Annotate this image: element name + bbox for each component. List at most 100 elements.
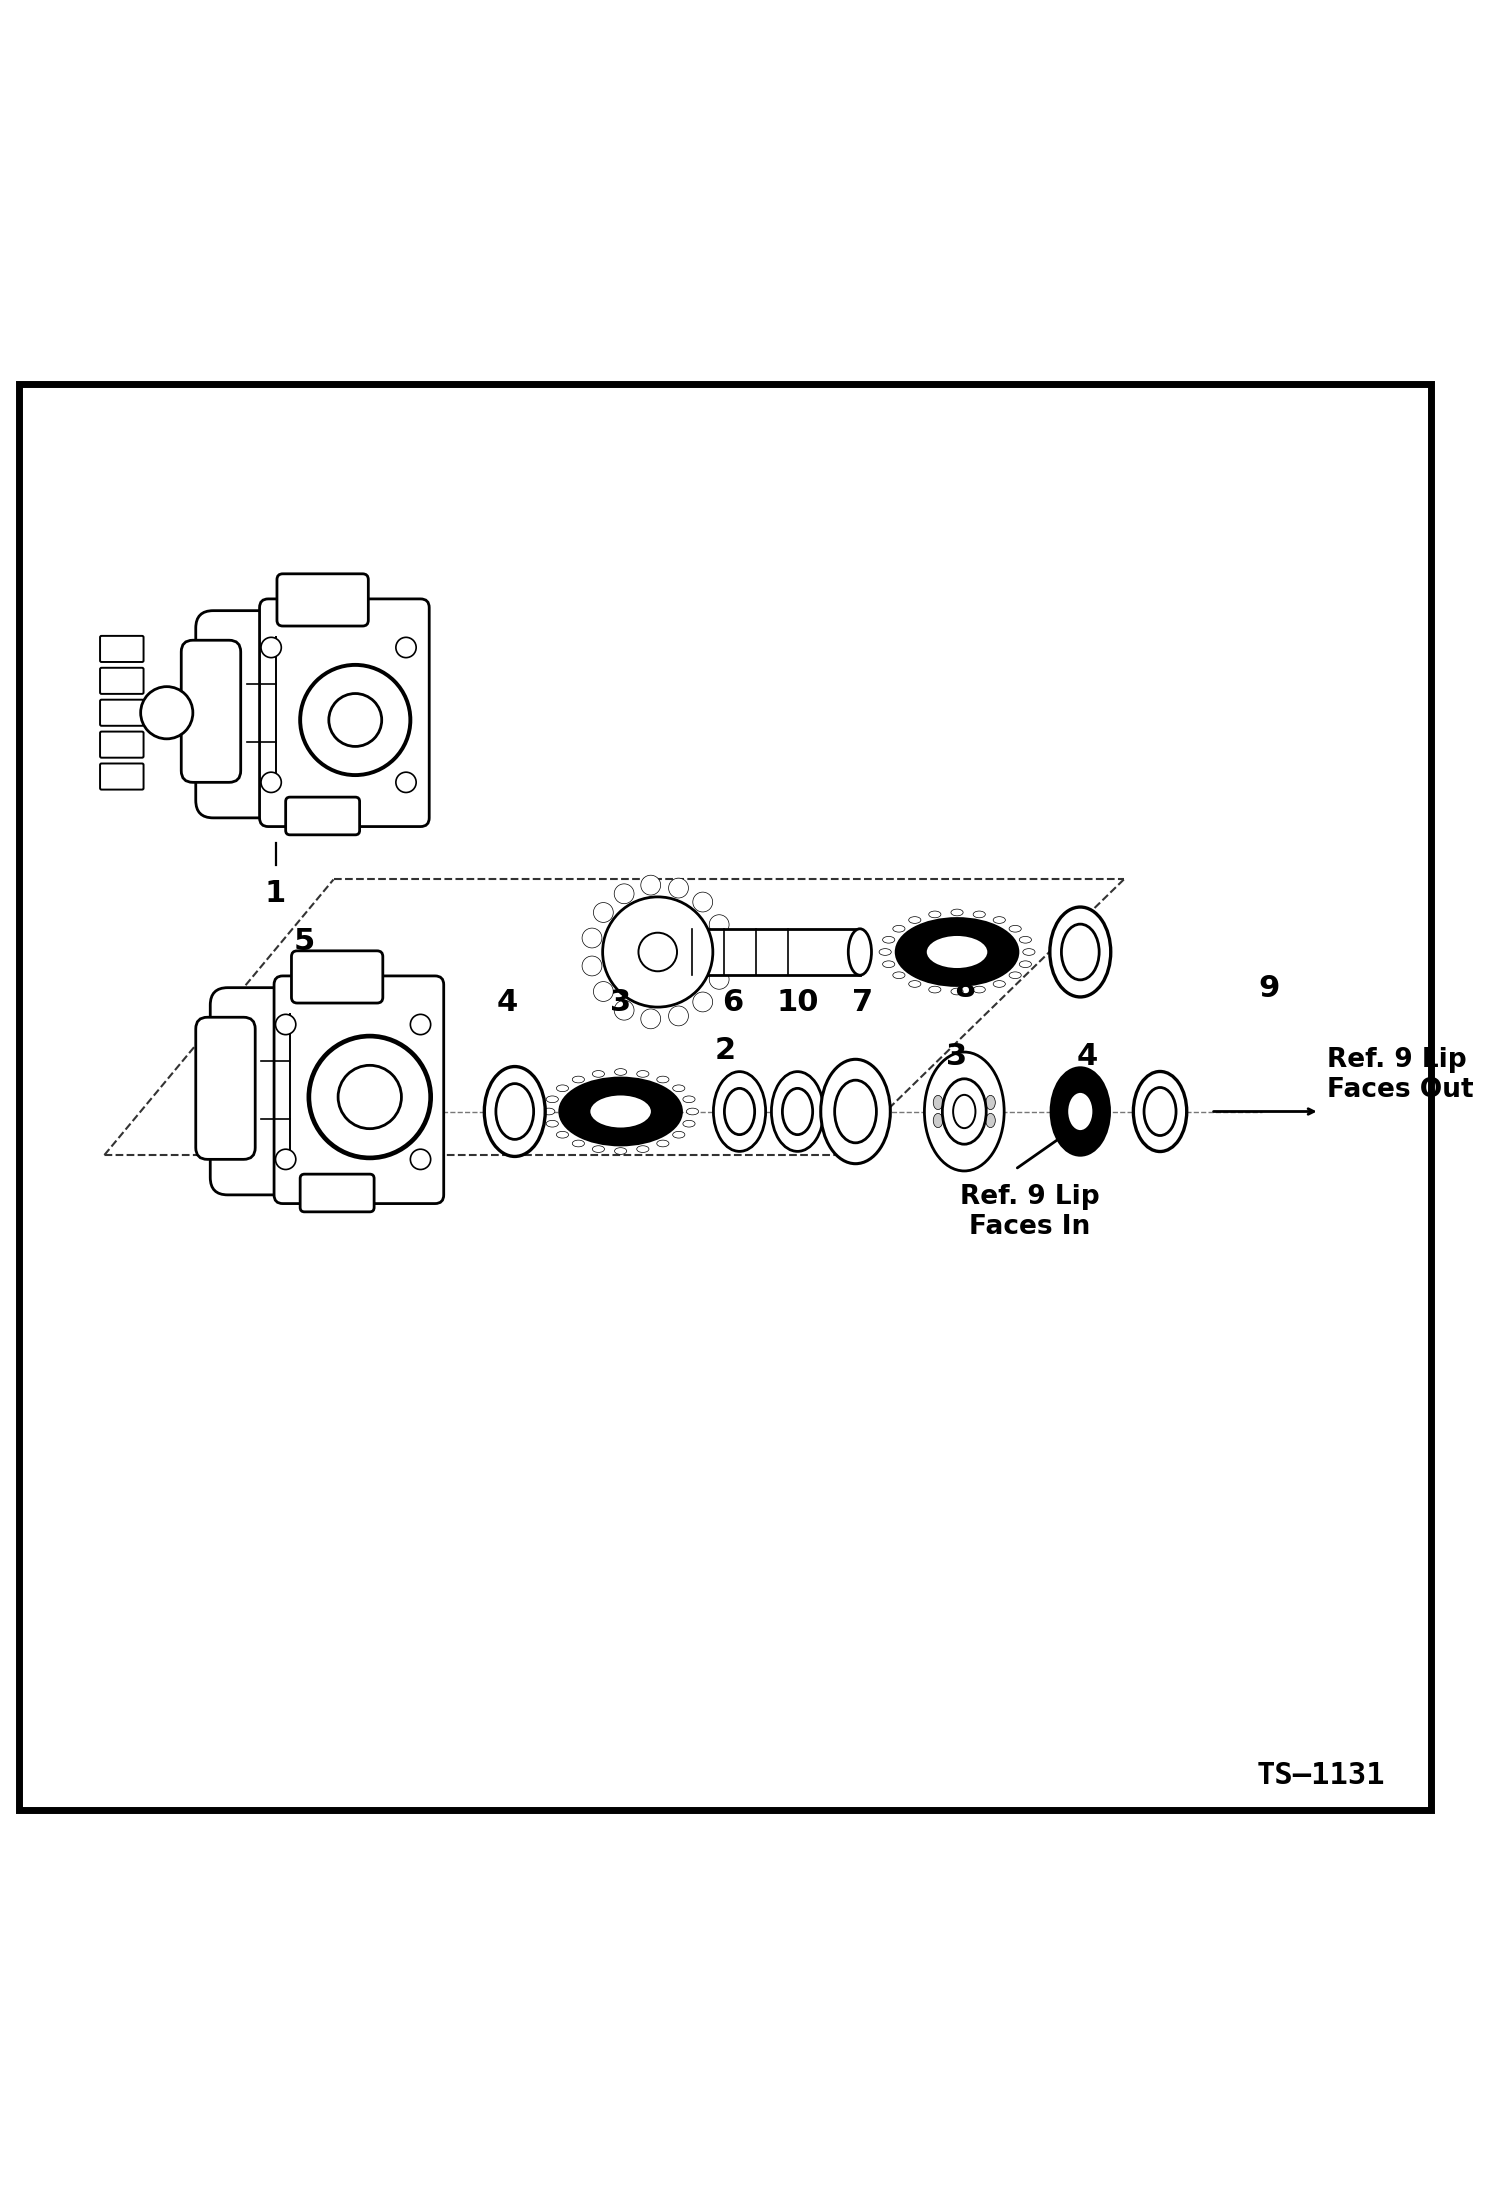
Circle shape: [709, 970, 730, 989]
Ellipse shape: [893, 972, 905, 979]
Ellipse shape: [882, 961, 894, 968]
Ellipse shape: [929, 987, 941, 994]
Ellipse shape: [547, 1097, 559, 1104]
Ellipse shape: [673, 1084, 685, 1093]
Circle shape: [410, 1014, 430, 1036]
Circle shape: [395, 772, 416, 792]
Ellipse shape: [909, 917, 921, 924]
Circle shape: [593, 981, 613, 1000]
Ellipse shape: [782, 1088, 813, 1134]
FancyBboxPatch shape: [259, 599, 430, 827]
FancyBboxPatch shape: [277, 575, 369, 625]
Ellipse shape: [496, 1084, 533, 1139]
Ellipse shape: [542, 1108, 554, 1115]
Ellipse shape: [960, 1086, 969, 1101]
Ellipse shape: [974, 987, 986, 994]
Ellipse shape: [683, 1097, 695, 1104]
Ellipse shape: [1010, 972, 1022, 979]
Circle shape: [668, 1007, 689, 1027]
Ellipse shape: [960, 1123, 969, 1136]
Text: 5: 5: [294, 928, 315, 957]
Ellipse shape: [929, 911, 941, 917]
Ellipse shape: [821, 1060, 890, 1163]
Text: 10: 10: [776, 987, 819, 1018]
Circle shape: [300, 665, 410, 774]
Circle shape: [641, 1009, 661, 1029]
FancyBboxPatch shape: [196, 610, 303, 818]
Text: 4: 4: [497, 987, 518, 1018]
Circle shape: [668, 878, 689, 897]
Ellipse shape: [484, 1066, 545, 1156]
Ellipse shape: [592, 1145, 605, 1152]
Ellipse shape: [637, 1071, 649, 1077]
Circle shape: [641, 875, 661, 895]
Ellipse shape: [993, 981, 1005, 987]
Circle shape: [395, 636, 416, 658]
Circle shape: [715, 941, 736, 961]
Ellipse shape: [725, 1088, 755, 1134]
Circle shape: [692, 893, 713, 913]
Text: Ref. 9 Lip
Faces In: Ref. 9 Lip Faces In: [960, 1185, 1100, 1240]
Ellipse shape: [614, 1147, 626, 1154]
Circle shape: [583, 928, 602, 948]
Bar: [676, 928, 860, 974]
Text: TS–1131: TS–1131: [1257, 1762, 1384, 1790]
Circle shape: [261, 636, 282, 658]
Ellipse shape: [993, 917, 1005, 924]
Ellipse shape: [686, 1108, 698, 1115]
Text: 4: 4: [1077, 1042, 1098, 1071]
Ellipse shape: [986, 1112, 995, 1128]
Circle shape: [692, 992, 713, 1011]
Text: 9: 9: [1258, 974, 1279, 1003]
FancyBboxPatch shape: [286, 796, 360, 836]
Ellipse shape: [882, 937, 894, 943]
Ellipse shape: [1134, 1071, 1186, 1152]
Ellipse shape: [924, 1053, 1004, 1172]
Ellipse shape: [771, 1071, 824, 1152]
Circle shape: [309, 1036, 430, 1158]
Ellipse shape: [560, 1077, 682, 1145]
Circle shape: [330, 693, 382, 746]
Ellipse shape: [1019, 961, 1032, 968]
Ellipse shape: [556, 1084, 569, 1093]
Ellipse shape: [926, 935, 989, 970]
Text: 3: 3: [610, 987, 631, 1018]
Ellipse shape: [1062, 924, 1100, 981]
Text: 7: 7: [852, 987, 873, 1018]
Circle shape: [276, 1014, 295, 1036]
Ellipse shape: [893, 926, 905, 932]
Circle shape: [261, 772, 282, 792]
Circle shape: [339, 1066, 401, 1128]
Ellipse shape: [942, 1079, 986, 1145]
Ellipse shape: [953, 1095, 975, 1128]
Text: Ref. 9 Lip
Faces Out: Ref. 9 Lip Faces Out: [1327, 1047, 1474, 1104]
Ellipse shape: [1019, 937, 1032, 943]
Ellipse shape: [909, 981, 921, 987]
Circle shape: [410, 1150, 430, 1169]
Ellipse shape: [896, 919, 1019, 985]
FancyBboxPatch shape: [100, 700, 144, 726]
Ellipse shape: [637, 1145, 649, 1152]
FancyBboxPatch shape: [196, 1018, 255, 1158]
FancyBboxPatch shape: [100, 764, 144, 790]
FancyBboxPatch shape: [181, 641, 241, 783]
FancyBboxPatch shape: [100, 667, 144, 693]
Ellipse shape: [589, 1095, 652, 1130]
Circle shape: [141, 687, 193, 739]
Ellipse shape: [951, 987, 963, 994]
Circle shape: [602, 897, 713, 1007]
Text: 3: 3: [947, 1042, 968, 1071]
Ellipse shape: [572, 1141, 584, 1147]
FancyBboxPatch shape: [274, 976, 443, 1205]
Circle shape: [614, 1000, 634, 1020]
Ellipse shape: [572, 1077, 584, 1084]
FancyBboxPatch shape: [100, 636, 144, 663]
Circle shape: [276, 1150, 295, 1169]
FancyBboxPatch shape: [292, 950, 383, 1003]
Text: 1: 1: [265, 880, 286, 908]
Ellipse shape: [933, 1095, 942, 1110]
Ellipse shape: [974, 911, 986, 917]
FancyBboxPatch shape: [300, 1174, 374, 1211]
Ellipse shape: [547, 1121, 559, 1128]
Text: 8: 8: [954, 974, 975, 1003]
